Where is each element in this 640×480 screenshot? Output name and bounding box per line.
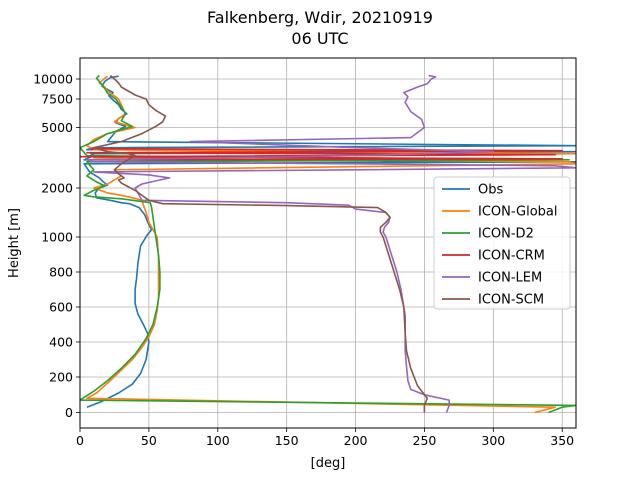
legend-label: ICON-SCM <box>478 293 544 308</box>
tick-layer: 0 50 100 150 200 250 300 350 0 200 400 600 800 1000 20… <box>33 72 574 449</box>
y-tick-label: 0 <box>65 405 73 420</box>
y-tick-label: 1000 <box>41 230 73 245</box>
y-tick-label: 200 <box>49 370 73 385</box>
y-tick-label: 7500 <box>41 92 73 107</box>
y-tick-label: 10000 <box>33 72 73 87</box>
x-tick-label: 150 <box>275 433 299 448</box>
y-tick-label: 400 <box>49 335 73 350</box>
series-layer <box>80 74 576 414</box>
y-tick-label: 2000 <box>41 181 73 196</box>
y-axis-label: Height [m] <box>7 208 22 278</box>
x-tick-label: 0 <box>76 433 84 448</box>
y-tick-label: 600 <box>49 300 73 315</box>
y-tick-label: 800 <box>49 265 73 280</box>
legend-label: ICON-D2 <box>478 227 534 242</box>
plot-frame <box>79 57 577 429</box>
legend-label: Obs <box>478 183 503 198</box>
legend-label: ICON-Global <box>478 205 558 220</box>
x-tick-label: 350 <box>550 433 574 448</box>
series-line-icon-d2 <box>80 74 576 414</box>
x-tick-label: 300 <box>481 433 505 448</box>
x-tick-label: 250 <box>413 433 437 448</box>
legend-box <box>433 176 571 310</box>
x-axis-label: [deg] <box>311 456 346 471</box>
x-tick-label: 100 <box>206 433 230 448</box>
legend: Obs ICON-Global ICON-D2 ICON-CRM ICON-LEM ICO… <box>433 176 571 310</box>
series-line-icon-scm <box>93 74 428 413</box>
legend-label: ICON-LEM <box>478 271 542 286</box>
x-tick-label: 50 <box>141 433 157 448</box>
chart-title: Falkenberg, Wdir, 20210919 <box>207 8 433 27</box>
legend-label: ICON-CRM <box>478 249 545 264</box>
series-line-icon-crm <box>80 147 563 161</box>
y-tick-label: 5000 <box>41 120 73 135</box>
x-tick-label: 200 <box>344 433 368 448</box>
series-line-obs <box>83 75 576 408</box>
chart-subtitle: 06 UTC <box>291 29 348 48</box>
